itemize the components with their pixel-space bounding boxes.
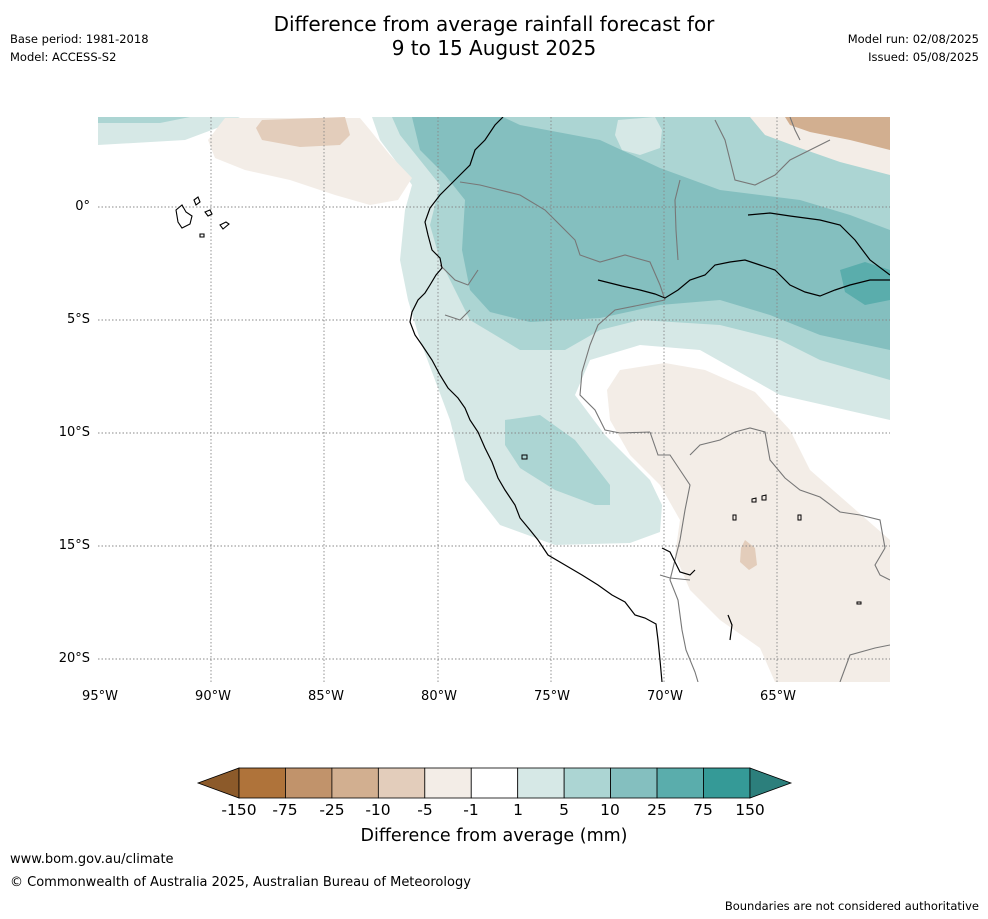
colorbar-bin <box>331 767 379 799</box>
dry-contour-northwest <box>208 118 412 205</box>
colorbar-tick: 150 <box>735 801 765 819</box>
colorbar-tick: 75 <box>693 801 713 819</box>
lat-label-20s: 20°S <box>58 651 90 666</box>
colorbar-tick: 10 <box>600 801 620 819</box>
country-borders <box>439 117 890 682</box>
meta-left: Base period: 1981-2018 Model: ACCESS-S2 <box>10 30 149 66</box>
galapagos-islands <box>175 196 230 238</box>
wet-contour-25 <box>840 262 890 305</box>
model-run: Model run: 02/08/2025 <box>847 32 979 46</box>
model-name: Model: ACCESS-S2 <box>10 50 117 64</box>
colorbar-tick: -150 <box>221 801 257 819</box>
colorbar-extend-low <box>196 767 240 799</box>
colorbar-tick: -25 <box>319 801 345 819</box>
colorbar-bin <box>656 767 704 799</box>
wet-contour-10 <box>412 117 890 350</box>
base-period: Base period: 1981-2018 <box>10 32 149 46</box>
colorbar-tick: 25 <box>647 801 667 819</box>
dry-contour-southeast <box>607 363 890 682</box>
dry-contour-northwest-inner <box>256 117 350 147</box>
colorbar-extend-high <box>749 767 793 799</box>
title-line-1: Difference from average rainfall forecas… <box>273 12 715 36</box>
lon-label-95w: 95°W <box>82 689 118 704</box>
coastline <box>409 117 890 682</box>
graticule <box>98 117 890 682</box>
lon-label-75w: 75°W <box>534 689 570 704</box>
colorbar-bin <box>703 767 751 799</box>
lat-label-15s: 15°S <box>58 538 90 553</box>
lon-label-90w: 90°W <box>195 689 231 704</box>
map-plot-area <box>98 117 890 682</box>
colorbar-tick: -10 <box>365 801 391 819</box>
lon-label-70w: 70°W <box>647 689 683 704</box>
lon-label-85w: 85°W <box>308 689 344 704</box>
title-line-2: 9 to 15 August 2025 <box>391 36 597 60</box>
colorbar-bin <box>563 767 612 799</box>
colorbar-tick: -1 <box>463 801 479 819</box>
colorbar-tick: -5 <box>417 801 433 819</box>
colorbar-bin <box>517 767 565 799</box>
footer-url: www.bom.gov.au/climate <box>10 852 174 867</box>
dry-contour-northeast-inner <box>785 117 890 150</box>
lon-label-80w: 80°W <box>421 689 457 704</box>
meta-right: Model run: 02/08/2025 Issued: 05/08/2025 <box>848 30 979 66</box>
colorbar-bin <box>610 767 658 799</box>
lon-label-65w: 65°W <box>760 689 796 704</box>
lat-label-10s: 10°S <box>58 425 90 440</box>
colorbar-bin <box>285 767 333 799</box>
colorbar-tick: 1 <box>513 801 523 819</box>
lat-label-5s: 5°S <box>66 312 90 327</box>
footer-note: Boundaries are not considered authoritat… <box>724 899 979 913</box>
lake-titicaca <box>521 454 862 605</box>
issued-date: Issued: 05/08/2025 <box>868 50 979 64</box>
colorbar-bin <box>238 767 286 799</box>
colorbar-bin <box>424 767 472 799</box>
colorbar-tick: -75 <box>272 801 298 819</box>
colorbar-bin <box>377 767 426 799</box>
colorbar-title: Difference from average (mm) <box>360 826 628 846</box>
colorbar-bin <box>470 767 519 799</box>
lat-label-0: 0° <box>75 199 90 214</box>
colorbar-tick: 5 <box>559 801 569 819</box>
footer-copyright: © Commonwealth of Australia 2025, Austra… <box>10 875 471 890</box>
dry-contour-southeast-inner <box>740 540 757 570</box>
map-title: Difference from average rainfall forecas… <box>0 12 988 60</box>
wet-contour-clear-center <box>615 117 662 155</box>
